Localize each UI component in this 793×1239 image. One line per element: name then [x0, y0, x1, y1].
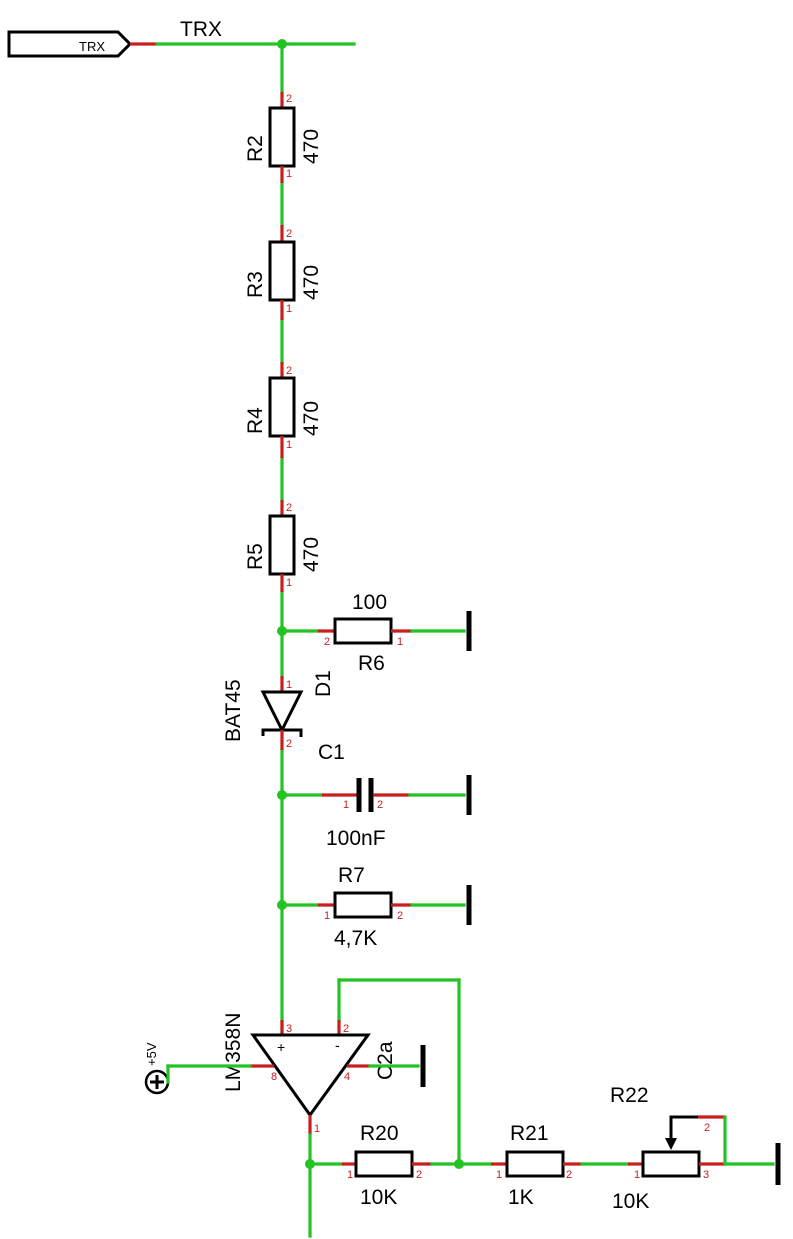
r22-ref: R22	[610, 1084, 649, 1107]
opamp-minus-sign: -	[335, 1037, 340, 1053]
resistor-r7[interactable]: 1 2 R7 4,7K	[318, 864, 412, 950]
opamp-pin-8: 8	[271, 1071, 277, 1083]
resistor-r3[interactable]: 2 1 R3 470	[244, 225, 323, 320]
trx-input-port[interactable]: TRX	[7, 30, 133, 58]
opamp-lm358n[interactable]: + - 3 2 8 4 1 LM358N C2a	[222, 1013, 397, 1135]
r7-value: 4,7K	[334, 927, 377, 950]
trx-port-label: TRX	[79, 39, 105, 54]
r6-pin-2: 2	[324, 636, 330, 648]
resistor-r2[interactable]: 2 1 R2 470	[244, 92, 323, 183]
r5-pin-2: 2	[286, 502, 292, 514]
r22-value: 10K	[612, 1190, 649, 1213]
r5-pin-1: 1	[286, 577, 292, 589]
r2-pin-2: 2	[286, 93, 292, 105]
diode-d1[interactable]: 1 2 BAT45 D1	[222, 670, 335, 750]
c1-ref: C1	[318, 741, 345, 764]
resistor-r5[interactable]: 2 1 R5 470	[244, 500, 323, 592]
d1-value: BAT45	[222, 679, 245, 742]
r4-value: 470	[300, 401, 323, 436]
r5-ref: R5	[244, 543, 267, 570]
resistor-r6[interactable]: 2 1 100 R6	[318, 591, 412, 675]
opamp-plus-sign: +	[277, 1039, 285, 1055]
r3-ref: R3	[244, 271, 267, 298]
opamp-pin-2: 2	[343, 1023, 349, 1035]
r21-value: 1K	[508, 1186, 534, 1209]
resistor-r4[interactable]: 2 1 R4 470	[244, 362, 323, 458]
c1-pin-1: 1	[343, 799, 349, 811]
r20-value: 10K	[360, 1186, 397, 1209]
resistor-r21[interactable]: 1 2 R21 1K	[491, 1122, 582, 1209]
r3-value: 470	[300, 265, 323, 300]
r22-pin-1: 1	[634, 1169, 640, 1181]
trx-net-label: TRX	[180, 18, 222, 41]
supply-5v[interactable]: +5V	[144, 1042, 170, 1095]
r22-pin-3: 3	[703, 1169, 709, 1181]
d1-ref: D1	[312, 670, 335, 697]
r20-pin-2: 2	[416, 1169, 422, 1181]
r4-ref: R4	[244, 407, 267, 434]
r2-value: 470	[300, 129, 323, 164]
r7-pin-1: 1	[324, 910, 330, 922]
r20-pin-1: 1	[347, 1169, 353, 1181]
r2-ref: R2	[244, 135, 267, 162]
c1-pin-2: 2	[377, 799, 383, 811]
opamp-pin-1: 1	[314, 1123, 320, 1135]
potentiometer-r22[interactable]: 1 2 3 R22 10K	[610, 1084, 725, 1213]
opamp-pin-3: 3	[286, 1023, 292, 1035]
capacitor-c1[interactable]: 1 2 C1 100nF	[318, 741, 410, 850]
r2-pin-1: 1	[286, 168, 292, 180]
resistor-r20[interactable]: 1 2 R20 10K	[342, 1122, 432, 1209]
r21-pin-1: 1	[496, 1169, 502, 1181]
r22-pin-2: 2	[704, 1122, 710, 1134]
r6-ref: R6	[358, 652, 385, 675]
r3-pin-2: 2	[286, 228, 292, 240]
c1-value: 100nF	[326, 827, 386, 850]
d1-pin-2: 2	[286, 738, 292, 750]
r7-ref: R7	[338, 864, 365, 887]
r6-pin-1: 1	[397, 636, 403, 648]
r4-pin-1: 1	[286, 439, 292, 451]
d1-pin-1: 1	[286, 679, 292, 691]
supply-label: +5V	[144, 1042, 159, 1066]
r3-pin-1: 1	[286, 303, 292, 315]
r4-pin-2: 2	[286, 365, 292, 377]
opamp-part: C2a	[374, 1041, 397, 1080]
opamp-value: LM358N	[222, 1013, 245, 1092]
r5-value: 470	[300, 537, 323, 572]
r6-value: 100	[352, 591, 387, 614]
opamp-pin-4: 4	[344, 1071, 350, 1083]
r21-pin-2: 2	[566, 1169, 572, 1181]
r7-pin-2: 2	[397, 910, 403, 922]
r21-ref: R21	[510, 1122, 549, 1145]
r20-ref: R20	[360, 1122, 399, 1145]
